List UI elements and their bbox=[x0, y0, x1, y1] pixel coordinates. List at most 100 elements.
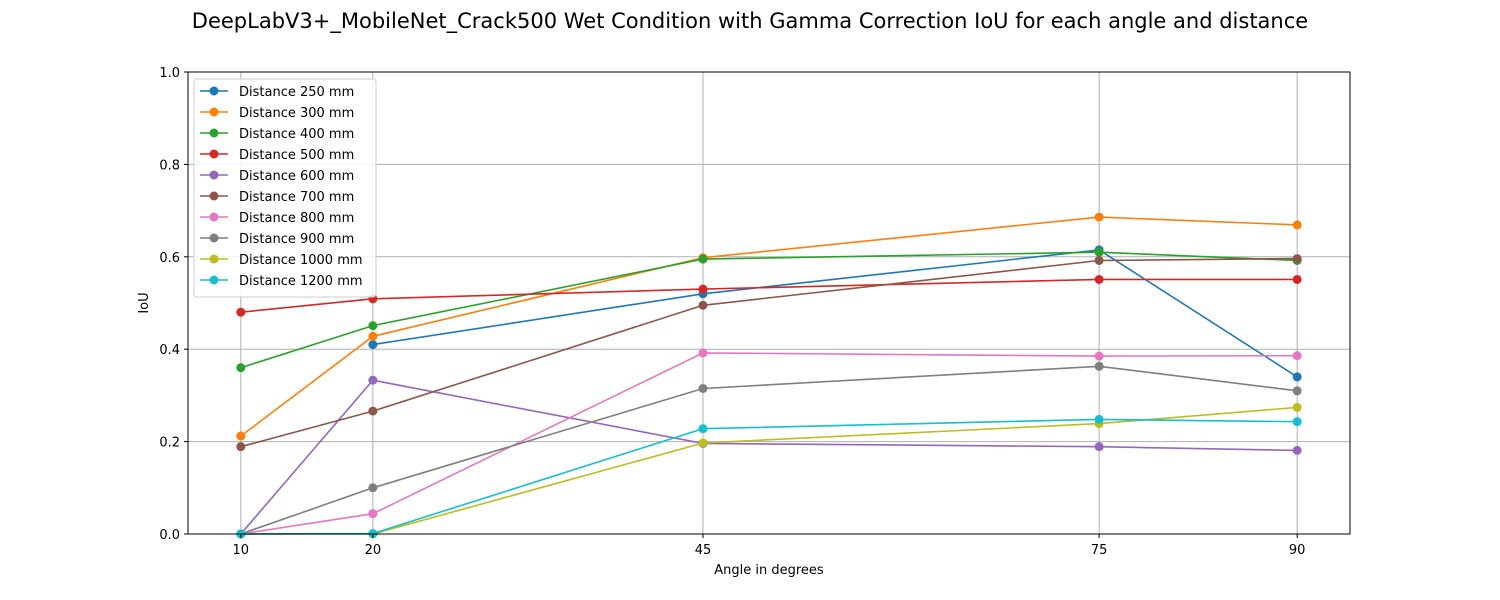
legend-item: Distance 1200 mm bbox=[200, 274, 363, 289]
series-5 bbox=[236, 254, 1302, 452]
legend-label: Distance 1000 mm bbox=[239, 253, 363, 268]
data-point bbox=[368, 321, 378, 331]
data-point bbox=[1292, 372, 1302, 382]
legend-label: Distance 500 mm bbox=[239, 148, 354, 163]
legend-item: Distance 1000 mm bbox=[200, 253, 363, 268]
plot-frame bbox=[187, 71, 1351, 535]
data-point bbox=[1094, 351, 1104, 361]
data-point bbox=[368, 509, 378, 519]
legend-marker bbox=[209, 128, 219, 138]
legend-marker bbox=[209, 254, 219, 264]
data-point bbox=[698, 284, 708, 294]
x-tick-label: 90 bbox=[1289, 543, 1306, 558]
data-point bbox=[236, 307, 246, 317]
axis-ticks: 10 20 45 75 90 0.0 0.2 0.4 0.6 0.8 1.0 bbox=[159, 66, 1305, 558]
x-tick-label: 45 bbox=[695, 543, 712, 558]
legend-marker bbox=[209, 107, 219, 117]
data-point bbox=[368, 375, 378, 385]
data-point bbox=[236, 363, 246, 373]
series-7 bbox=[236, 361, 1302, 539]
series-6 bbox=[236, 348, 1302, 539]
data-point bbox=[236, 442, 246, 452]
legend-item: Distance 600 mm bbox=[200, 169, 354, 184]
legend-label: Distance 250 mm bbox=[239, 85, 354, 100]
chart-title: DeepLabV3+_MobileNet_Crack500 Wet Condit… bbox=[192, 9, 1308, 34]
data-point bbox=[1292, 254, 1302, 264]
y-axis-label: IoU bbox=[137, 292, 152, 313]
series-line bbox=[240, 365, 1298, 535]
data-point bbox=[1292, 445, 1302, 455]
series-layer bbox=[236, 212, 1302, 539]
data-point bbox=[1292, 386, 1302, 396]
legend-item: Distance 250 mm bbox=[200, 85, 354, 100]
series-9 bbox=[236, 414, 1302, 539]
series-line bbox=[372, 249, 1298, 378]
y-tick-label: 0.6 bbox=[159, 251, 180, 266]
data-point bbox=[368, 483, 378, 493]
data-point bbox=[1292, 274, 1302, 284]
x-tick-label: 10 bbox=[233, 543, 250, 558]
legend-label: Distance 800 mm bbox=[239, 211, 354, 226]
legend-marker bbox=[209, 212, 219, 222]
legend-label: Distance 600 mm bbox=[239, 169, 354, 184]
y-tick-label: 1.0 bbox=[159, 66, 180, 81]
data-point bbox=[698, 348, 708, 358]
legend-item: Distance 700 mm bbox=[200, 190, 354, 205]
legend-marker bbox=[209, 191, 219, 201]
data-point bbox=[368, 340, 378, 350]
data-point bbox=[236, 431, 246, 441]
data-point bbox=[1094, 247, 1104, 257]
legend-marker bbox=[209, 86, 219, 96]
x-axis-label: Angle in degrees bbox=[714, 563, 824, 578]
legend-label: Distance 400 mm bbox=[239, 127, 354, 142]
series-3 bbox=[236, 274, 1302, 317]
data-point bbox=[1292, 417, 1302, 427]
legend-marker bbox=[209, 170, 219, 180]
y-tick-label: 0.4 bbox=[159, 343, 180, 358]
series-1 bbox=[236, 212, 1302, 441]
data-point bbox=[1094, 414, 1104, 424]
series-line bbox=[240, 418, 1298, 535]
series-line bbox=[240, 251, 1298, 369]
legend-marker bbox=[209, 149, 219, 159]
legend-label: Distance 700 mm bbox=[239, 190, 354, 205]
legend-marker bbox=[209, 233, 219, 243]
legend-marker bbox=[209, 275, 219, 285]
series-4 bbox=[236, 375, 1302, 539]
data-point bbox=[1094, 212, 1104, 222]
data-point bbox=[698, 300, 708, 310]
series-2 bbox=[236, 247, 1302, 373]
data-point bbox=[698, 383, 708, 393]
data-point bbox=[698, 254, 708, 264]
data-point bbox=[698, 438, 708, 448]
x-tick-label: 75 bbox=[1091, 543, 1108, 558]
data-point bbox=[1292, 351, 1302, 361]
legend-box bbox=[193, 78, 377, 298]
data-point bbox=[368, 331, 378, 341]
series-0 bbox=[368, 245, 1302, 382]
series-line bbox=[240, 278, 1298, 313]
data-point bbox=[1292, 220, 1302, 230]
data-point bbox=[1094, 442, 1104, 452]
legend-item: Distance 300 mm bbox=[200, 106, 354, 121]
data-point bbox=[368, 406, 378, 416]
y-tick-label: 0.2 bbox=[159, 436, 180, 451]
legend-label: Distance 300 mm bbox=[239, 106, 354, 121]
data-point bbox=[1094, 255, 1104, 265]
legend-label: Distance 900 mm bbox=[239, 232, 354, 247]
legend-label: Distance 1200 mm bbox=[239, 274, 363, 289]
data-point bbox=[1292, 402, 1302, 412]
data-point bbox=[1094, 361, 1104, 371]
data-point bbox=[1094, 274, 1104, 284]
legend-item: Distance 800 mm bbox=[200, 211, 354, 226]
y-tick-label: 0.8 bbox=[159, 158, 180, 173]
y-tick-label: 0.0 bbox=[159, 528, 180, 543]
legend-item: Distance 400 mm bbox=[200, 127, 354, 142]
legend: Distance 250 mm Distance 300 mm Distance 4… bbox=[193, 78, 377, 298]
series-8 bbox=[236, 402, 1302, 539]
legend-item: Distance 500 mm bbox=[200, 148, 354, 163]
data-point bbox=[698, 424, 708, 434]
legend-item: Distance 900 mm bbox=[200, 232, 354, 247]
x-tick-label: 20 bbox=[365, 543, 382, 558]
